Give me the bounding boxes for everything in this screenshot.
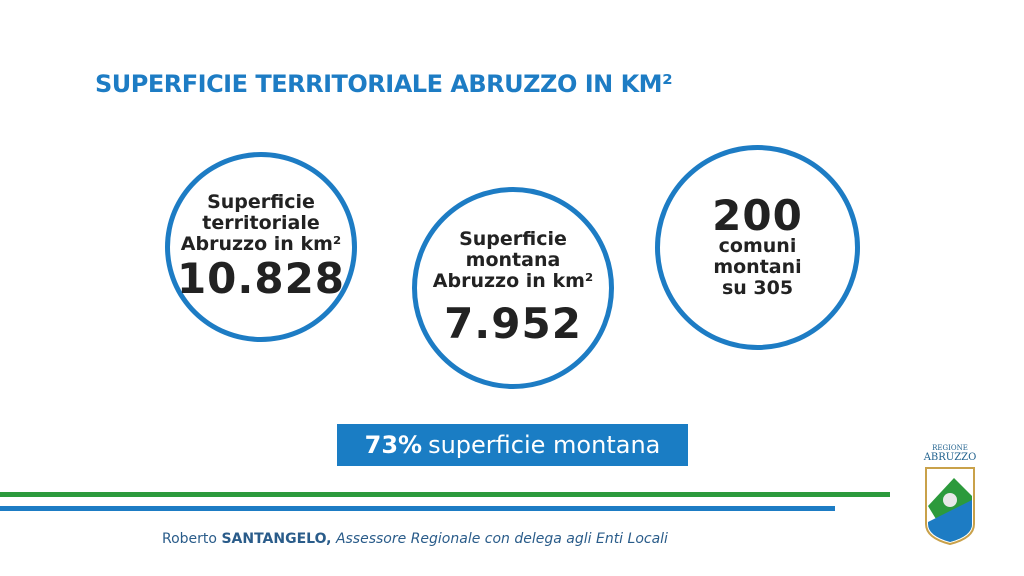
blue-rule [0, 506, 835, 511]
banner-text: superficie montana [428, 431, 661, 459]
slide-title: SUPERFICIE TERRITORIALE ABRUZZO IN KM² [95, 70, 673, 98]
circle-label: montana [465, 248, 561, 271]
stat-circle: Superficie territoriale Abruzzo in km² 1… [165, 152, 357, 342]
circle-label: Abruzzo in km² [432, 269, 594, 292]
footer-role: Assessore Regionale con delega agli Enti… [335, 531, 668, 547]
circle-label: territoriale [202, 211, 320, 234]
stat-circle: 200 comuni montani su 305 [655, 145, 860, 350]
logo-shield [925, 467, 975, 546]
circle-label: montani [713, 256, 802, 278]
circle-label: Superficie [207, 190, 315, 213]
circle-label: comuni [718, 235, 797, 257]
circle-value: 7.952 [444, 298, 582, 348]
footer: Roberto SANTANGELO, Assessore Regionale … [162, 531, 668, 547]
logo-text: ABRUZZO [923, 452, 977, 463]
circle-label: su 305 [721, 277, 794, 299]
footer-first: Roberto [162, 531, 217, 547]
green-rule [0, 492, 890, 497]
logo-text: REGIONE [932, 444, 968, 452]
banner-percent: 73% [364, 431, 423, 459]
circle-label: Abruzzo in km² [180, 232, 342, 255]
stat-circle: Superficie montana Abruzzo in km² 7.952 [412, 187, 614, 389]
banner: 73% superficie montana [337, 424, 688, 466]
footer-last: SANTANGELO, [221, 531, 332, 547]
circle-value: 10.828 [176, 253, 346, 303]
circle-label: Superficie [459, 227, 567, 250]
circle-value: 200 [712, 191, 803, 240]
